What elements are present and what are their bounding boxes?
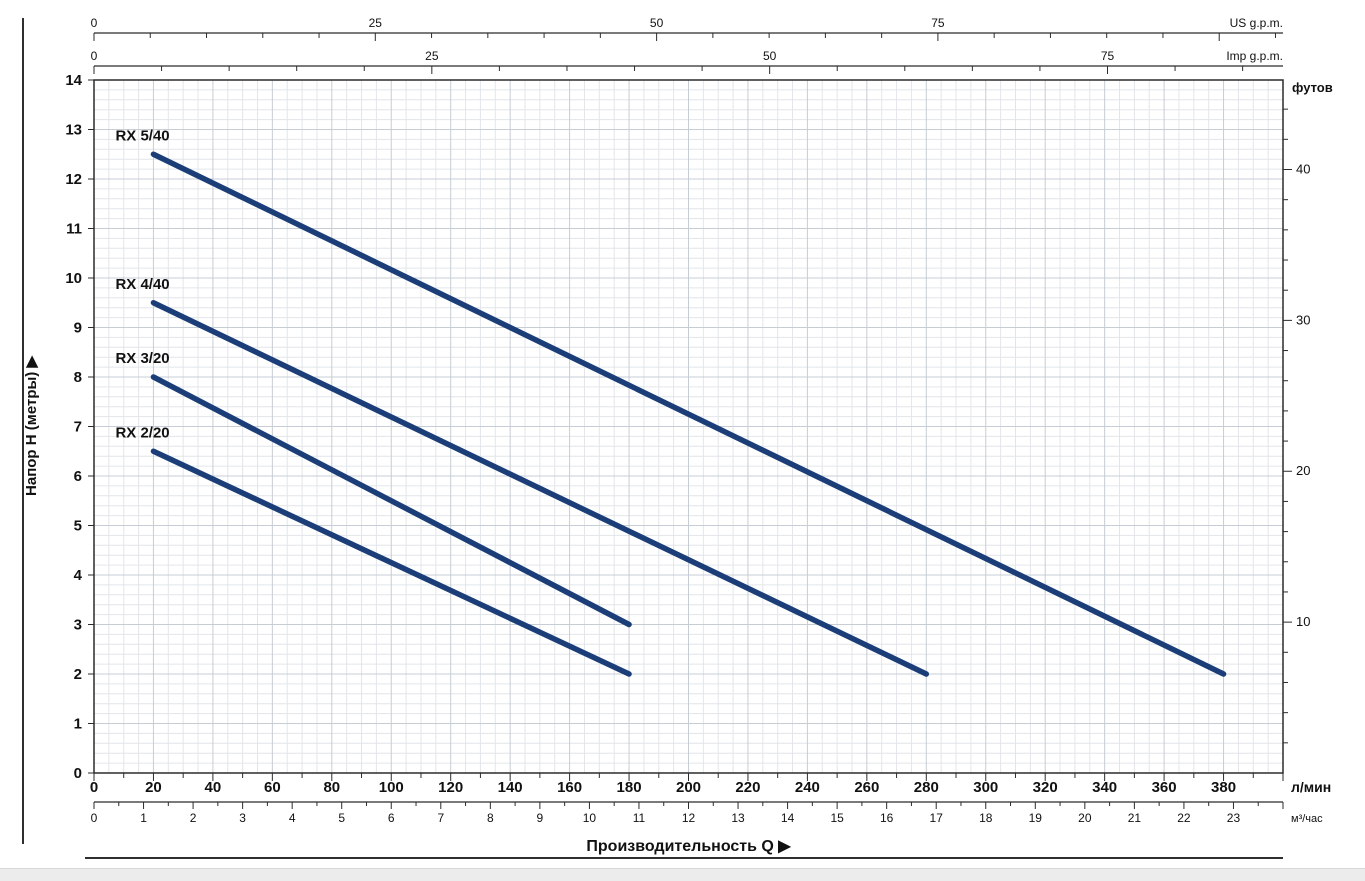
tick-label: 0 — [90, 779, 98, 796]
page-left-rule — [22, 18, 24, 844]
tick-label: 120 — [438, 779, 463, 796]
tick-label: 0 — [91, 49, 98, 63]
tick-label: 160 — [557, 779, 582, 796]
tick-label: 60 — [264, 779, 281, 796]
tick-label: 280 — [914, 779, 939, 796]
tick-label: 9 — [537, 811, 544, 825]
tick-label: 5 — [338, 811, 345, 825]
tick-label: 12 — [65, 171, 82, 188]
tick-label: 19 — [1029, 811, 1043, 825]
pump-curve-rx-4-40 — [150, 300, 930, 677]
tick-label: 180 — [617, 779, 642, 796]
tick-label: 360 — [1152, 779, 1177, 796]
tick-label: 220 — [735, 779, 760, 796]
tick-label: 11 — [633, 811, 646, 825]
curve-label: RX 5/40 — [115, 127, 169, 144]
tick-label: 300 — [973, 779, 998, 796]
page-footer-band — [0, 868, 1365, 881]
tick-label: 12 — [682, 811, 696, 825]
tick-label: 25 — [425, 49, 439, 63]
tick-label: 0 — [74, 765, 82, 782]
axis-unit: футов — [1292, 80, 1333, 95]
tick-label: 5 — [74, 518, 82, 535]
curve-label: RX 3/20 — [115, 350, 169, 367]
tick-label: 75 — [931, 16, 945, 30]
tick-label: 10 — [65, 270, 82, 287]
tick-label: 200 — [676, 779, 701, 796]
tick-label: 2 — [74, 666, 82, 683]
tick-label: 260 — [854, 779, 879, 796]
tick-label: 13 — [731, 811, 745, 825]
tick-label: 15 — [830, 811, 844, 825]
tick-label: 3 — [239, 811, 246, 825]
tick-label: 17 — [930, 811, 944, 825]
tick-label: 14 — [781, 811, 795, 825]
tick-label: 1 — [140, 811, 147, 825]
tick-label: 8 — [74, 369, 82, 386]
tick-label: 22 — [1177, 811, 1191, 825]
top-axis-us-gpm: 0 25 50 75 US g.p.m. — [91, 16, 1283, 41]
pump-curve-rx-2-20 — [150, 448, 632, 677]
tick-label: 6 — [388, 811, 395, 825]
tick-label: 7 — [437, 811, 444, 825]
tick-label: 23 — [1227, 811, 1241, 825]
tick-label: 50 — [763, 49, 777, 63]
axis-unit: US g.p.m. — [1230, 16, 1283, 30]
tick-label: 80 — [323, 779, 340, 796]
tick-label: 320 — [1033, 779, 1058, 796]
pump-curve-rx-5-40 — [150, 151, 1227, 677]
tick-label: 100 — [379, 779, 404, 796]
tick-label: 1 — [74, 716, 82, 733]
tick-label: 40 — [205, 779, 222, 796]
bottom-axis-m3-h: 0 1 2 3 4 5 6 7 8 9 10 11 12 13 14 15 16 17 18 19 20 21 22 23 м³… — [91, 801, 1323, 825]
tick-label: 140 — [498, 779, 523, 796]
tick-label: 0 — [91, 16, 98, 30]
tick-label: 0 — [91, 811, 98, 825]
pump-curve-rx-3-20 — [150, 374, 632, 628]
tick-label: 50 — [650, 16, 664, 30]
tick-label: 340 — [1092, 779, 1117, 796]
tick-label: 21 — [1128, 811, 1142, 825]
tick-label: 40 — [1296, 161, 1310, 176]
tick-label: 6 — [74, 468, 82, 485]
tick-label: 4 — [289, 811, 296, 825]
tick-label: 75 — [1101, 49, 1115, 63]
tick-label: 7 — [74, 419, 82, 436]
tick-label: 10 — [583, 811, 597, 825]
axis-unit: л/мин — [1291, 779, 1331, 795]
tick-label: 16 — [880, 811, 894, 825]
grid-major — [94, 80, 1283, 773]
tick-label: 11 — [66, 221, 82, 238]
tick-label: 10 — [1296, 614, 1310, 629]
tick-label: 20 — [145, 779, 162, 796]
page-bottom-rule — [85, 857, 1283, 859]
tick-label: 20 — [1296, 463, 1310, 478]
tick-label: 9 — [74, 320, 82, 337]
tick-label: 20 — [1078, 811, 1092, 825]
tick-label: 13 — [65, 122, 82, 139]
tick-label: 380 — [1211, 779, 1236, 796]
axis-unit: м³/час — [1291, 813, 1323, 825]
tick-label: 2 — [190, 811, 197, 825]
curve-label: RX 4/40 — [115, 276, 169, 293]
tick-label: 30 — [1296, 312, 1310, 327]
top-axis-imp-gpm: 0 25 50 75 Imp g.p.m. — [91, 49, 1283, 74]
axis-unit: Imp g.p.m. — [1226, 49, 1283, 63]
tick-label: 4 — [74, 567, 83, 584]
tick-label: 14 — [65, 72, 82, 89]
y-axis-title: Напор H (метры) ▶ — [23, 355, 40, 496]
tick-label: 18 — [979, 811, 993, 825]
tick-label: 240 — [795, 779, 820, 796]
tick-label: 3 — [74, 617, 82, 634]
right-axis-ft: 10 20 30 40 футов — [1283, 80, 1333, 744]
curve-label: RX 2/20 — [115, 424, 169, 441]
tick-label: 8 — [487, 811, 494, 825]
x-axis-title: Производительность Q ▶ — [586, 838, 791, 855]
tick-label: 25 — [369, 16, 383, 30]
bottom-axis-l-min: 0 20 40 60 80 100 120 140 160 180 200 220 240 260 280 3… — [90, 773, 1331, 796]
pump-curves: RX 5/40 RX 4/40 RX 3/20 RX 2/20 — [115, 127, 1227, 677]
